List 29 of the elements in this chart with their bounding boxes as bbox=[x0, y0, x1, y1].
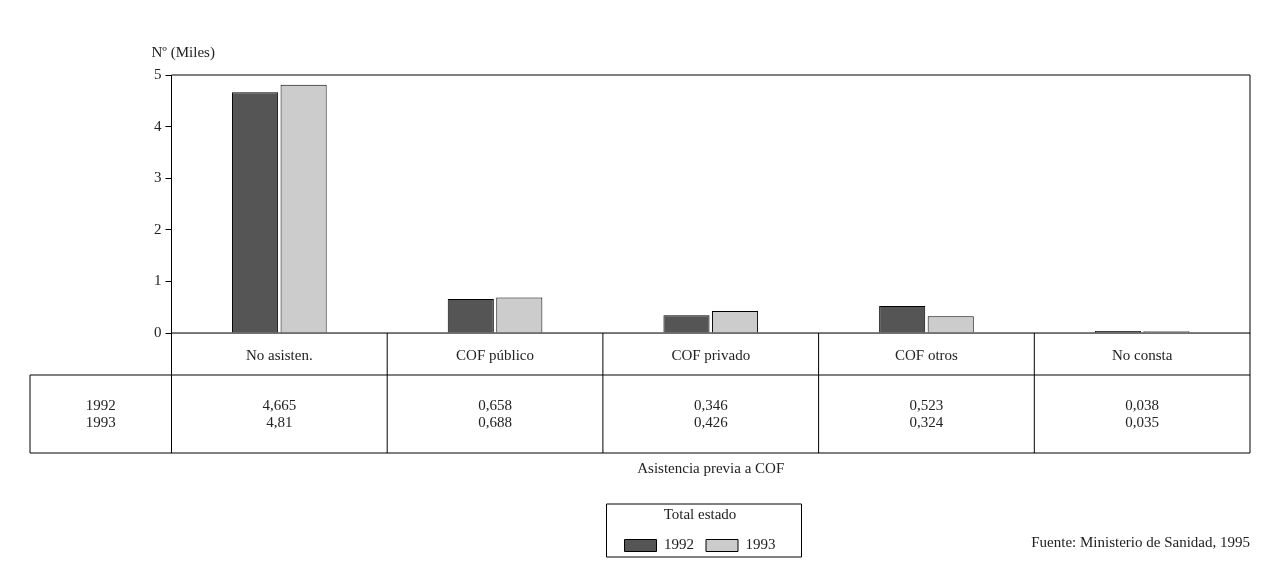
data-label: 4,81 bbox=[266, 413, 293, 430]
text: Asistencia previa a COF bbox=[637, 459, 785, 476]
data-label: 0,324 bbox=[909, 413, 944, 430]
legend-label: 1993 bbox=[745, 536, 776, 553]
legend-title: Total estado bbox=[663, 506, 737, 523]
legend-label: 1992 bbox=[664, 536, 694, 553]
x-tick-label: COF privado bbox=[671, 346, 751, 363]
data-label: 0,346 bbox=[693, 396, 729, 413]
data-label: 0,038 bbox=[1125, 396, 1160, 413]
x-tick-label: COF público bbox=[456, 346, 535, 363]
y-tick-label: 3 bbox=[154, 169, 162, 186]
data-label: 0,658 bbox=[478, 396, 512, 413]
y-tick-label: 5 bbox=[154, 65, 162, 82]
data-label: 4,665 bbox=[262, 396, 297, 413]
y-tick-label: 2 bbox=[154, 220, 162, 237]
data-label: 0,523 bbox=[909, 396, 944, 413]
text: 1992 bbox=[85, 396, 116, 413]
y-tick-label: 4 bbox=[154, 117, 162, 134]
x-tick-label: No consta bbox=[1111, 346, 1173, 363]
text: 1993 bbox=[85, 413, 116, 430]
y-axis-title: Nº (Miles) bbox=[151, 43, 215, 61]
y-tick-label: 0 bbox=[154, 323, 162, 340]
source-note: Fuente: Ministerio de Sanidad, 1995 bbox=[1031, 533, 1250, 550]
x-tick-label: COF otros bbox=[894, 346, 959, 363]
x-tick-label: No asisten. bbox=[246, 346, 313, 363]
data-label: 0,035 bbox=[1125, 413, 1160, 430]
data-label: 0,688 bbox=[478, 413, 512, 430]
y-tick-label: 1 bbox=[154, 272, 162, 289]
data-label: 0,426 bbox=[693, 413, 729, 430]
